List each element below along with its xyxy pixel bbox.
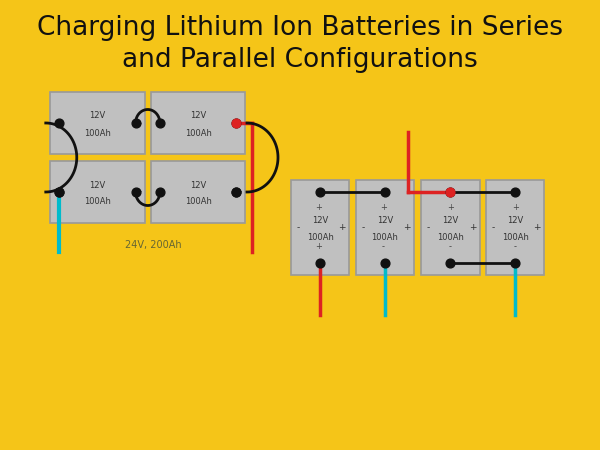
Point xyxy=(380,189,389,196)
Point xyxy=(131,119,140,126)
Text: -: - xyxy=(491,223,495,232)
Text: +: + xyxy=(134,188,141,197)
Point xyxy=(511,189,520,196)
Text: -: - xyxy=(361,223,365,232)
Text: +: + xyxy=(338,223,346,232)
Text: 12V: 12V xyxy=(377,216,393,225)
Text: Charging Lithium Ion Batteries in Series: Charging Lithium Ion Batteries in Series xyxy=(37,15,563,41)
Text: -: - xyxy=(296,223,300,232)
Text: 100Ah: 100Ah xyxy=(185,129,211,138)
FancyBboxPatch shape xyxy=(421,180,479,275)
Text: -: - xyxy=(382,243,385,252)
Text: 100Ah: 100Ah xyxy=(84,129,111,138)
Point xyxy=(232,189,241,196)
FancyBboxPatch shape xyxy=(356,180,414,275)
Text: -: - xyxy=(157,188,160,197)
Point xyxy=(446,189,455,196)
Point xyxy=(232,119,241,126)
Point xyxy=(316,259,325,266)
Text: +: + xyxy=(234,118,242,127)
Point xyxy=(380,259,389,266)
Point xyxy=(232,119,241,126)
FancyBboxPatch shape xyxy=(151,92,245,154)
Point xyxy=(55,119,64,126)
Text: 24V, 200Ah: 24V, 200Ah xyxy=(125,240,182,250)
Point xyxy=(511,259,520,266)
Text: 100Ah: 100Ah xyxy=(437,233,464,242)
Text: +: + xyxy=(469,223,476,232)
Text: 100Ah: 100Ah xyxy=(502,233,529,242)
Point xyxy=(232,189,241,196)
Text: +: + xyxy=(315,203,322,212)
Text: 12V: 12V xyxy=(312,216,328,225)
Text: 12V: 12V xyxy=(442,216,458,225)
Point xyxy=(446,259,455,266)
Point xyxy=(446,189,455,196)
Text: 12V: 12V xyxy=(507,216,523,225)
Text: 100Ah: 100Ah xyxy=(371,233,398,242)
FancyBboxPatch shape xyxy=(151,161,245,223)
FancyBboxPatch shape xyxy=(486,180,544,275)
Text: +: + xyxy=(315,243,322,252)
Text: +: + xyxy=(403,223,410,232)
Text: +: + xyxy=(234,188,242,197)
Text: +: + xyxy=(533,223,541,232)
Text: +: + xyxy=(512,203,518,212)
Text: +: + xyxy=(380,203,386,212)
Text: 12V: 12V xyxy=(190,180,206,189)
Point xyxy=(155,119,164,126)
Text: -: - xyxy=(157,118,160,127)
FancyBboxPatch shape xyxy=(50,92,145,154)
Text: 100Ah: 100Ah xyxy=(307,233,334,242)
Point xyxy=(55,189,64,196)
Point xyxy=(55,189,64,196)
Text: and Parallel Configurations: and Parallel Configurations xyxy=(122,47,478,73)
Point xyxy=(155,189,164,196)
Text: 100Ah: 100Ah xyxy=(84,198,111,207)
Point xyxy=(316,189,325,196)
Text: +: + xyxy=(447,203,454,212)
Text: -: - xyxy=(56,118,59,127)
Point xyxy=(131,189,140,196)
Text: -: - xyxy=(427,223,430,232)
Text: 12V: 12V xyxy=(89,112,106,121)
Text: 100Ah: 100Ah xyxy=(185,198,211,207)
Text: 12V: 12V xyxy=(89,180,106,189)
Text: -: - xyxy=(449,243,452,252)
FancyBboxPatch shape xyxy=(291,180,349,275)
Text: -: - xyxy=(56,188,59,197)
Text: +: + xyxy=(134,118,141,127)
Text: -: - xyxy=(514,243,517,252)
Text: 12V: 12V xyxy=(190,112,206,121)
FancyBboxPatch shape xyxy=(50,161,145,223)
